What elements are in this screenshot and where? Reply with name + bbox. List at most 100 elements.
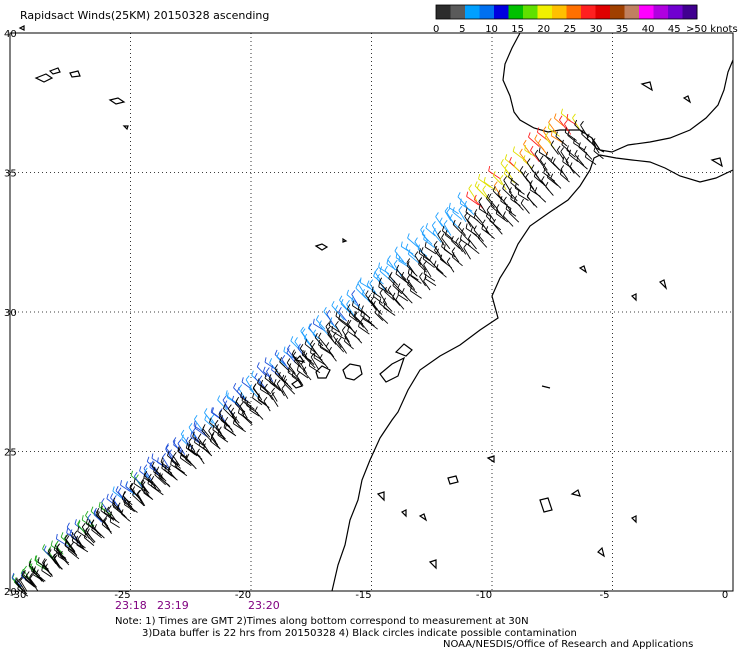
wind-barb-icon (186, 458, 197, 470)
wind-barb-flag (93, 509, 97, 515)
wind-barb-flag (201, 426, 205, 432)
wind-barb-flag (186, 453, 190, 459)
wind-barb-flag (486, 193, 490, 199)
wind-barb-flag (85, 518, 88, 524)
colorbar-swatch (436, 5, 451, 19)
wind-barb-flag (233, 382, 237, 388)
wind-barb-flag (286, 344, 291, 350)
wind-barb-flag (446, 208, 451, 213)
wind-barb-flag (539, 155, 544, 161)
wind-barb-flag (196, 448, 200, 454)
colorbar-label: 20 (537, 24, 550, 35)
wind-barb-icon (555, 136, 568, 147)
wind-barb-flag (158, 472, 161, 478)
colorbar-swatch (682, 5, 698, 19)
wind-barb-flag (386, 258, 389, 264)
wind-barb-icon (335, 315, 349, 326)
wind-barb-flag (314, 332, 318, 338)
colorbar-swatch (523, 5, 538, 19)
wind-barb-icon (486, 198, 495, 209)
colorbar-swatch (566, 5, 582, 19)
wind-barb-flag (95, 508, 100, 513)
wind-barb-flag (63, 534, 67, 540)
wind-barb-icon (264, 387, 273, 401)
madeira-island (314, 243, 329, 251)
wind-barb-flag (508, 207, 512, 213)
wind-barb-flag (55, 533, 58, 540)
wind-barb-flag (151, 461, 155, 467)
wind-barb-flag (93, 507, 97, 513)
wind-barb-flag (559, 115, 563, 121)
wind-barb-flag (497, 189, 501, 195)
wind-barb-flag (103, 517, 108, 523)
wind-barb-flag (211, 431, 215, 437)
wind-barb-icon (354, 334, 363, 344)
wind-barb-icon (82, 519, 93, 528)
wind-barb-flag (297, 343, 301, 349)
wind-barb-icon (100, 510, 112, 520)
wind-barb-flag (252, 392, 255, 398)
wind-barb-icon (368, 321, 378, 330)
wind-barb-flag (573, 138, 575, 144)
wind-barb-flag (531, 164, 535, 170)
wind-barb-flag (161, 463, 164, 469)
wind-barb-flag (517, 189, 520, 195)
wind-barb-flag (499, 175, 504, 180)
wind-barb-flag (485, 226, 489, 232)
wind-barb-flag (171, 455, 174, 461)
wind-barb-flag (359, 277, 362, 283)
wind-barb-icon (365, 294, 374, 306)
wind-barb-icon (218, 430, 226, 441)
wind-barb-flag (296, 365, 299, 371)
wind-barb-icon (109, 521, 120, 529)
colorbar-label: 25 (564, 24, 577, 35)
wind-barb-flag (217, 395, 221, 401)
wind-barb-icon (583, 150, 593, 160)
wind-barb-icon (423, 264, 432, 278)
wind-barb-icon (534, 153, 544, 167)
azores-islands (34, 73, 54, 83)
wind-barb-flag (451, 247, 456, 252)
wind-barb-icon (301, 332, 311, 346)
wind-barb-icon (192, 436, 204, 446)
wind-barb-icon (474, 213, 483, 224)
wind-barb-flag (42, 561, 46, 567)
wind-barb-flag (529, 184, 532, 190)
wind-barb-flag (424, 273, 427, 279)
wind-barb-icon (436, 252, 447, 265)
wind-barb-flag (117, 505, 120, 511)
wind-barb-icon (223, 408, 235, 420)
wind-barb-flag (241, 377, 244, 383)
wind-barb-flag (224, 416, 229, 422)
wind-barb-flag (546, 172, 550, 178)
wind-barb-flag (340, 299, 344, 304)
wind-barb-flag (561, 139, 564, 145)
wind-barb-icon (568, 154, 579, 163)
wind-barb-icon (133, 483, 146, 492)
wind-barb-flag (245, 375, 250, 380)
wind-barb-icon (26, 575, 35, 587)
wind-barb-icon (547, 127, 560, 137)
wind-barb-flag (534, 187, 538, 193)
wind-barb-flag (117, 487, 122, 493)
wind-barb-flag (120, 480, 122, 486)
wind-barb-icon (286, 362, 296, 375)
wind-barb-flag (246, 400, 249, 406)
wind-barb-flag (522, 155, 526, 161)
wind-barb-icon (466, 196, 479, 206)
wind-barb-icon (503, 215, 514, 227)
wind-barb-flag (143, 464, 148, 469)
wind-barb-flag (310, 352, 315, 358)
lon-tick-label: -10 (476, 590, 492, 601)
wind-barb-flag (335, 311, 338, 317)
wind-barb-flag (323, 307, 327, 312)
wind-barb-icon (281, 359, 289, 370)
colorbar-swatch (610, 5, 625, 19)
wind-barb-flag (210, 433, 215, 439)
wind-barb-flag (47, 548, 51, 553)
wind-barb-icon (359, 282, 371, 290)
lon-tick-label: -20 (235, 590, 251, 601)
wind-barb-icon (252, 397, 263, 406)
wind-barb-icon (360, 321, 369, 332)
wind-barb-flag (251, 370, 254, 376)
